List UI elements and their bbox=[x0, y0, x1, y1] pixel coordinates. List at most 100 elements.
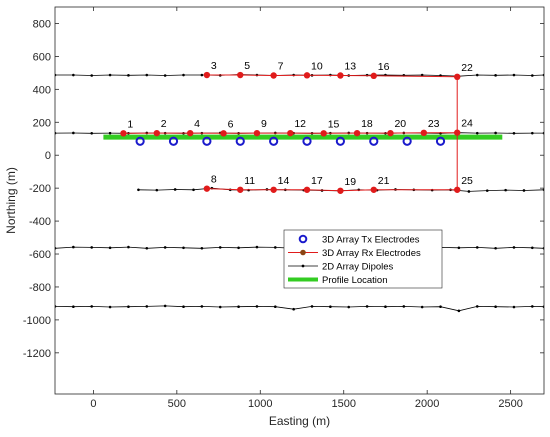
rx-electrode-label: 2 bbox=[161, 118, 167, 130]
rx-electrode-label: 13 bbox=[344, 61, 356, 73]
rx-electrode-label: 16 bbox=[378, 61, 390, 73]
dipole-point bbox=[274, 246, 277, 249]
dipole-point bbox=[504, 188, 507, 192]
rx-electrode-point bbox=[303, 72, 311, 79]
dipole-point bbox=[72, 305, 75, 309]
dipole-point bbox=[200, 305, 204, 308]
dipole-point bbox=[329, 305, 332, 309]
rx-electrode-point bbox=[270, 72, 277, 79]
dipole-point bbox=[108, 246, 112, 250]
tx-electrode-point bbox=[202, 136, 212, 146]
rx-electrode-label: 6 bbox=[228, 118, 234, 130]
rx-electrode-point bbox=[270, 186, 277, 193]
dipole-point bbox=[90, 305, 94, 308]
dipole-point bbox=[475, 305, 479, 308]
rx-electrode-label: 23 bbox=[428, 118, 440, 130]
dipole-point bbox=[494, 305, 497, 309]
y-tick-label: -1200 bbox=[23, 348, 51, 360]
dipole-point bbox=[108, 131, 112, 135]
dipole-point bbox=[72, 245, 75, 249]
y-tick-label: 400 bbox=[33, 84, 51, 96]
dipole-point bbox=[127, 74, 130, 77]
dipole-point bbox=[512, 73, 516, 77]
tx-electrode-point bbox=[269, 136, 279, 146]
dipole-point bbox=[90, 246, 94, 249]
legend: 3D Array Tx Electrodes 3D Array Rx Electr… bbox=[283, 229, 443, 289]
dipole-point bbox=[467, 190, 471, 193]
dipole-point bbox=[72, 73, 75, 77]
dipole-point bbox=[531, 74, 534, 77]
rx-electrode-point bbox=[320, 130, 327, 137]
rx-electrode-label: 20 bbox=[394, 118, 406, 130]
rx-electrode-point bbox=[287, 129, 294, 137]
y-tick-label: -200 bbox=[29, 183, 51, 195]
dipole-point bbox=[218, 246, 222, 249]
rx-electrode-point bbox=[353, 129, 361, 137]
rx-electrode-label: 11 bbox=[244, 175, 255, 187]
x-tick-label: 1000 bbox=[248, 398, 272, 410]
y-tick-label: -600 bbox=[29, 249, 51, 261]
dipole-point bbox=[108, 305, 112, 309]
dipole-point bbox=[163, 304, 167, 308]
dipole-point bbox=[494, 246, 497, 250]
tx-electrode-point bbox=[135, 136, 145, 146]
x-axis-label: Easting (m) bbox=[269, 414, 330, 428]
axes-box bbox=[54, 6, 545, 395]
x-tick-label: 500 bbox=[168, 398, 186, 410]
dipole-point bbox=[274, 305, 277, 309]
rx-electrode-point bbox=[237, 186, 244, 193]
y-tick-label: 200 bbox=[33, 117, 51, 129]
dipole-point bbox=[420, 73, 424, 77]
dipole-point bbox=[310, 305, 314, 308]
dipole-point bbox=[475, 131, 479, 135]
rx-electrode-point bbox=[337, 187, 344, 194]
dipole-point bbox=[384, 305, 387, 309]
rx-electrode-label: 15 bbox=[328, 118, 340, 130]
dipole-point bbox=[163, 246, 167, 249]
rx-electrode-point bbox=[454, 73, 461, 81]
rx-electrode-point bbox=[387, 129, 394, 137]
rx-electrode-label: 18 bbox=[361, 118, 373, 130]
rx-electrode-point bbox=[186, 129, 194, 137]
rx-electrode-point bbox=[420, 129, 428, 137]
dipole-point bbox=[90, 132, 94, 135]
legend-tx-marker bbox=[298, 234, 308, 244]
dipole-point bbox=[531, 131, 534, 135]
dipole-point bbox=[182, 305, 185, 309]
dipole-point bbox=[218, 305, 222, 309]
dipole-point bbox=[420, 305, 424, 309]
tx-electrode-point bbox=[235, 136, 245, 146]
rx-electrode-label: 17 bbox=[311, 175, 323, 187]
rx-electrode-label: 4 bbox=[194, 118, 200, 130]
dipole-point bbox=[347, 305, 351, 309]
rx-electrode-point bbox=[370, 186, 377, 193]
dipole-point bbox=[512, 305, 516, 309]
tx-electrode-point bbox=[435, 136, 446, 146]
rx-electrode-label: 19 bbox=[344, 176, 356, 188]
rx-electrode-label: 3 bbox=[211, 60, 217, 72]
dipole-point bbox=[457, 246, 461, 250]
rx-electrode-point bbox=[337, 72, 344, 79]
dipole-point bbox=[475, 246, 479, 249]
rx-electrode-point bbox=[370, 72, 377, 80]
dipole-point bbox=[439, 305, 442, 309]
tx-electrode-point bbox=[369, 136, 379, 146]
rx-electrode-label: 8 bbox=[211, 174, 217, 186]
dipole-point bbox=[182, 73, 185, 77]
x-tick-label: 2500 bbox=[498, 398, 522, 410]
tx-electrode-point bbox=[335, 136, 345, 146]
legend-entry-label: 2D Array Dipoles bbox=[322, 262, 394, 273]
dipole-point bbox=[457, 309, 461, 313]
rx-electrode-label: 10 bbox=[311, 60, 323, 72]
rx-electrode-label: 1 bbox=[127, 118, 133, 130]
dipole-point bbox=[494, 74, 497, 77]
legend-entry-label: 3D Array Rx Electrodes bbox=[322, 248, 421, 259]
legend-dipole-marker bbox=[301, 264, 305, 268]
y-axis-label: Northing (m) bbox=[4, 167, 18, 234]
ticks-layer: 0 500 1000 1500 2000 2500-1200-1000-800-600-4… bbox=[23, 7, 544, 410]
dipole-point bbox=[531, 305, 534, 308]
dipole-point bbox=[145, 305, 149, 308]
rx-electrode-point bbox=[303, 186, 311, 193]
dipole-point bbox=[237, 305, 240, 309]
